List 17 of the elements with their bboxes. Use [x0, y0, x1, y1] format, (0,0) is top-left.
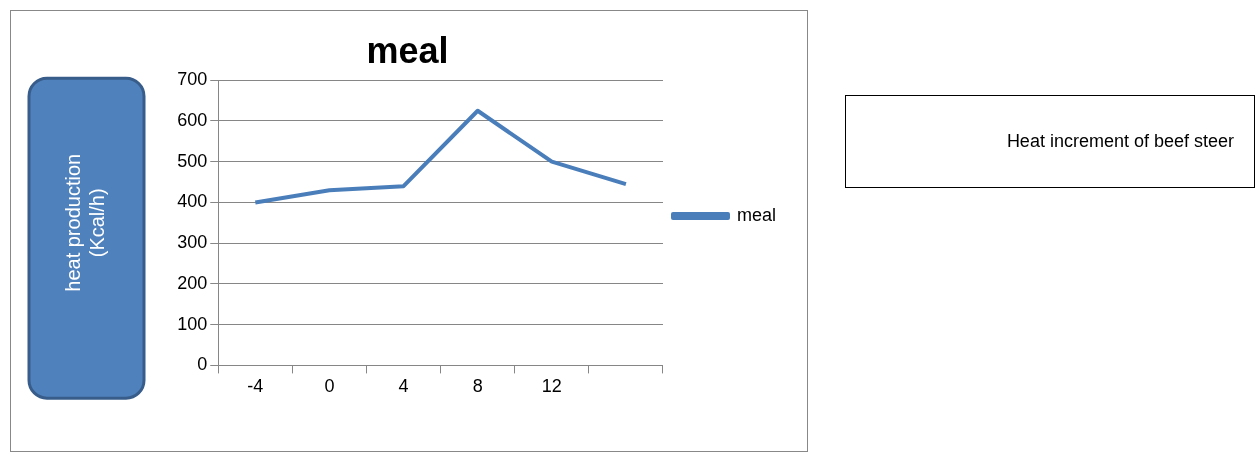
x-tick-label: 8 [472, 376, 483, 397]
y-tick-label: 700 [177, 69, 208, 90]
chart-title: meal [366, 29, 449, 71]
y-tick-label: 100 [177, 313, 208, 334]
y-tick-label: 600 [177, 109, 208, 130]
y-tick-label: 300 [177, 232, 208, 253]
y-tick-label: 400 [177, 191, 208, 212]
x-tick-label: 12 [541, 376, 562, 397]
y-tick-label: 200 [177, 272, 208, 293]
y-axis-title: heat production (Kcal/h) [61, 153, 108, 292]
text: Heat increment of beef steer [845, 95, 1255, 188]
x-tick-label: 0 [324, 376, 335, 397]
x-tick-label: -4 [247, 376, 264, 397]
x-tick-label: 4 [398, 376, 409, 397]
legend-label: meal [736, 204, 776, 225]
y-tick-label: 500 [177, 150, 208, 171]
y-tick-label: 0 [197, 354, 208, 375]
